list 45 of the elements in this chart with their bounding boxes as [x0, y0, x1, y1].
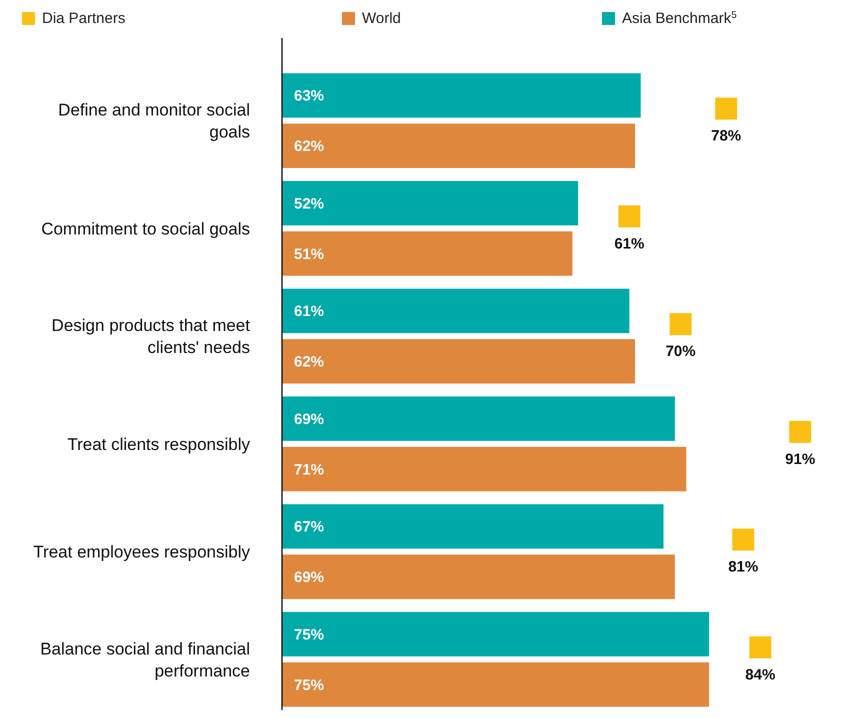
data-label: 71%: [294, 461, 324, 478]
bar: [282, 231, 572, 276]
data-label: 63%: [294, 88, 324, 105]
bar: [282, 504, 664, 549]
bar: [282, 339, 636, 384]
data-label: 61%: [294, 303, 324, 320]
bar: [282, 446, 686, 492]
bar: [282, 612, 710, 656]
y-tick-label: Define and monitor social goals: [58, 100, 250, 142]
bar: [282, 396, 675, 441]
data-label: 69%: [294, 569, 324, 586]
point: [749, 636, 772, 658]
y-tick-label: Treat employees responsibly: [33, 542, 250, 562]
bar: [282, 662, 710, 707]
point: [715, 98, 738, 120]
legend-label: World: [362, 10, 401, 27]
point: [732, 528, 754, 551]
data-label: 51%: [294, 246, 324, 263]
data-label: 61%: [614, 235, 644, 252]
data-label: 81%: [728, 558, 758, 576]
data-label: 91%: [785, 450, 816, 468]
data-label: 69%: [294, 410, 324, 428]
bar: [282, 180, 578, 226]
y-tick-label: Commitment to social goals: [41, 219, 250, 238]
point: [789, 420, 812, 443]
point: [670, 313, 692, 336]
data-label: 70%: [666, 343, 696, 360]
data-label: 84%: [745, 666, 776, 684]
y-tick-label: Design products that meet clients' needs: [52, 316, 250, 358]
point: [618, 205, 640, 228]
y-tick-label: Balance social and financial performance: [40, 639, 250, 680]
data-label: 78%: [711, 128, 742, 145]
data-label: 75%: [294, 626, 324, 644]
y-tick-label: Treat clients responsibly: [67, 434, 250, 454]
bar: [282, 73, 641, 118]
legend-label: Asia Benchmark$^{5}$: [622, 10, 738, 27]
data-label: 62%: [294, 138, 324, 156]
data-label: 75%: [294, 676, 324, 694]
data-label: 67%: [294, 518, 324, 536]
bar: [282, 554, 675, 600]
data-label: 62%: [294, 354, 324, 371]
data-label: 52%: [294, 195, 324, 212]
bar: [282, 124, 636, 168]
bar: [282, 288, 630, 334]
legend-label: Dia Partners: [42, 10, 126, 27]
